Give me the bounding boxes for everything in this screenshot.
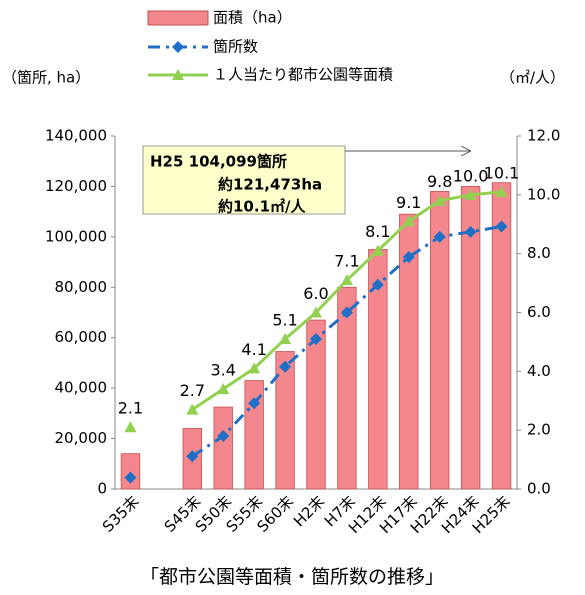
bar <box>120 453 141 490</box>
bar <box>213 406 233 490</box>
y2-tick-label: 2.0 <box>527 421 551 439</box>
marker <box>464 188 477 200</box>
data-label: 3.4 <box>211 360 236 379</box>
marker <box>495 185 508 197</box>
bar <box>399 213 419 490</box>
legend-label: 面積（ha） <box>213 9 292 27</box>
y2-tick-label: 8.0 <box>527 244 551 262</box>
marker <box>186 450 199 463</box>
y-tick-label: 40,000 <box>55 379 108 397</box>
data-label: 6.0 <box>303 284 328 303</box>
bar <box>275 351 295 490</box>
annotation-text: 約121,473ha <box>218 176 322 194</box>
marker <box>433 194 446 206</box>
y2-tick-label: 6.0 <box>527 303 551 321</box>
legend-marker <box>172 69 184 80</box>
marker <box>217 430 230 443</box>
caption: 「都市公園等面積・箇所数の推移」 <box>140 566 444 588</box>
data-label: 4.1 <box>241 340 266 359</box>
data-label: 10.0 <box>453 166 489 185</box>
data-label: 9.1 <box>396 193 421 212</box>
x-tick-label: H2末 <box>290 492 328 530</box>
marker <box>464 225 477 238</box>
data-label: 2.1 <box>118 399 143 418</box>
data-label: 9.8 <box>427 172 452 191</box>
y-tick-label: 120,000 <box>45 177 107 195</box>
data-label: 10.1 <box>484 163 520 182</box>
bar <box>337 286 357 490</box>
marker <box>402 251 415 264</box>
marker <box>124 421 137 433</box>
bar <box>460 186 481 490</box>
y2-tick-label: 4.0 <box>527 362 551 380</box>
legend-marker <box>172 41 184 53</box>
annotation-text: 約10.1㎡/人 <box>218 198 306 216</box>
y2-tick-label: 10.0 <box>527 185 560 203</box>
marker <box>217 382 230 394</box>
y-tick-label: 20,000 <box>55 429 108 447</box>
marker <box>433 230 446 243</box>
line <box>191 225 502 458</box>
marker <box>371 278 384 291</box>
marker <box>186 403 199 415</box>
bar <box>430 191 450 490</box>
marker <box>340 274 353 286</box>
bar <box>306 319 326 490</box>
marker <box>402 215 415 227</box>
y-tick-label: 100,000 <box>45 227 107 245</box>
marker <box>495 220 508 233</box>
x-tick-label: S35末 <box>99 492 143 536</box>
marker <box>279 360 292 373</box>
annotation-box <box>142 145 346 215</box>
marker <box>340 306 353 319</box>
bar <box>244 380 264 490</box>
marker <box>124 471 137 484</box>
legend-label: １人当たり都市公園等面積 <box>213 66 393 84</box>
data-label: 8.1 <box>365 222 390 241</box>
annotation-text: H25 104,099箇所 <box>150 153 287 171</box>
legend-label: 箇所数 <box>213 38 258 56</box>
data-label: 7.1 <box>334 252 359 271</box>
data-label: 5.1 <box>272 310 297 329</box>
y2-axis-label: （㎡/人） <box>500 69 565 87</box>
y-tick-label: 140,000 <box>45 127 107 145</box>
marker <box>310 332 322 345</box>
marker <box>248 362 261 374</box>
legend-swatch <box>147 10 209 26</box>
y-tick-label: 0 <box>97 480 107 498</box>
marker <box>248 397 261 410</box>
data-label: 2.7 <box>180 381 205 400</box>
marker <box>279 332 292 344</box>
marker <box>371 244 384 256</box>
y2-tick-label: 12.0 <box>527 127 560 145</box>
marker <box>310 306 322 318</box>
y-axis-label: （箇所, ha） <box>2 69 90 87</box>
y-tick-label: 60,000 <box>55 328 108 346</box>
y-tick-label: 80,000 <box>55 278 108 296</box>
y2-tick-label: 0.0 <box>527 480 551 498</box>
bar <box>491 182 512 490</box>
x-tick-label: S60末 <box>254 492 298 536</box>
